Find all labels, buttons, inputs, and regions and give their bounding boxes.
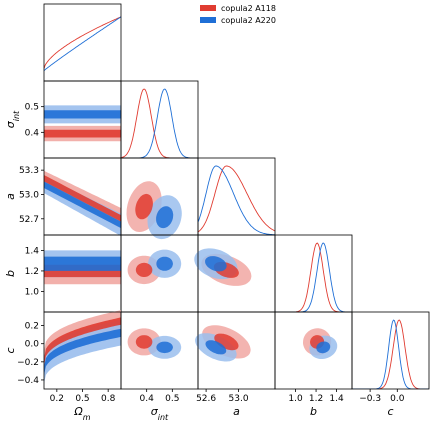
contour-c-om-a118-inner (44, 317, 121, 366)
contour-b-om-a220-inner (44, 256, 121, 271)
contour-a-sigma-a118-inner (135, 193, 153, 220)
contour-sigma-om-a118-inner (44, 129, 121, 138)
x-tick-label-sigma: 0.4 (140, 394, 155, 404)
contour-b-sigma-a220-inner (156, 256, 173, 271)
pdf-sigma-a220 (121, 88, 198, 158)
panel-c-c (352, 319, 429, 389)
x-tick-label-om: 0.2 (50, 394, 64, 404)
y-tick-label-b: 1.2 (25, 267, 39, 277)
x-axis-label-b: b (310, 405, 317, 418)
contour-b-sigma-a118-inner (135, 262, 153, 277)
x-tick-label-a: 53.0 (229, 394, 249, 404)
x-tick-label-b: 1.0 (288, 394, 303, 404)
legend-swatch-a118 (200, 5, 216, 11)
y-tick-label-c: 0.0 (25, 340, 40, 350)
contour-a-sigma-a220-inner (156, 206, 174, 229)
y-axis-label-sigma: σint (4, 110, 21, 128)
panel-sigma-sigma (121, 88, 198, 158)
y-tick-label-c: −0.4 (17, 376, 39, 386)
contour-b-a-a220-inner (205, 256, 227, 272)
y-tick-label-a: 52.7 (19, 215, 39, 225)
panel-om-om (44, 16, 121, 72)
x-axis-label-sigma: σint (151, 405, 169, 422)
pdf-b-a118 (275, 242, 352, 312)
x-tick-label-b: 1.2 (309, 394, 323, 404)
x-tick-label-om: 0.5 (75, 394, 89, 404)
x-tick-label-c: 0.0 (390, 394, 405, 404)
x-axis-label-sub: int (158, 413, 169, 422)
pdf-b-a220 (275, 242, 352, 312)
x-axis-label-c: c (387, 405, 393, 418)
x-axis-label-a: a (233, 405, 240, 418)
y-tick-label-c: −0.2 (17, 358, 39, 368)
contour-c-a-a220-inner (205, 340, 227, 355)
contour-a-om-a118-inner (44, 175, 121, 222)
panel-b-b (275, 242, 352, 312)
x-tick-label-c: −0.3 (359, 394, 381, 404)
x-tick-label-a: 52.6 (196, 394, 216, 404)
panels: 0.40.5σint52.753.053.3a1.01.21.4b−0.4−0.… (4, 3, 430, 422)
panel-a-a (198, 165, 275, 235)
pdf-om-a118 (44, 16, 121, 69)
x-tick-label-sigma: 0.5 (165, 394, 179, 404)
y-tick-label-a: 53.0 (19, 190, 39, 200)
y-tick-label-sigma: 0.5 (25, 103, 39, 113)
legend: copula2 A118 copula2 A220 (200, 4, 276, 25)
pdf-a-a220 (198, 165, 275, 235)
contour-c-om-a220-inner (44, 328, 121, 375)
contour-a-om-a220-inner (44, 181, 121, 229)
y-tick-label-c: 0.2 (25, 322, 39, 332)
panel-frame (197, 157, 276, 236)
y-axis-label-a: a (4, 193, 17, 200)
y-axis-label-b: b (4, 270, 17, 277)
panel-frame (120, 80, 199, 159)
contour-c-sigma-a118-inner (135, 335, 153, 349)
pdf-sigma-a118 (121, 88, 198, 158)
legend-label-a118: copula2 A118 (221, 4, 276, 13)
pdf-a-a118 (198, 165, 275, 233)
y-tick-label-b: 1.4 (25, 246, 40, 256)
y-tick-label-sigma: 0.4 (25, 128, 40, 138)
pdf-c-a220 (352, 319, 429, 389)
x-axis-label-om: Ωm (73, 405, 90, 422)
pdf-om-a220 (44, 16, 121, 72)
contour-sigma-om-a220-inner (44, 110, 121, 119)
x-tick-label-b: 1.4 (329, 394, 344, 404)
legend-swatch-a220 (200, 17, 216, 23)
contour-c-b-a220-inner (316, 341, 331, 354)
y-tick-label-b: 1.0 (25, 287, 40, 297)
panel-frame (351, 311, 430, 390)
contour-c-sigma-a220-inner (156, 341, 173, 354)
pdf-c-a118 (352, 319, 429, 389)
y-axis-label-sub: int (12, 110, 21, 121)
y-tick-label-a: 53.3 (19, 166, 39, 176)
panel-frame (274, 234, 353, 313)
legend-label-a220: copula2 A220 (221, 16, 276, 25)
x-tick-label-om: 0.8 (101, 394, 116, 404)
x-axis-label-sub: m (83, 413, 91, 422)
y-axis-label-c: c (4, 347, 17, 353)
